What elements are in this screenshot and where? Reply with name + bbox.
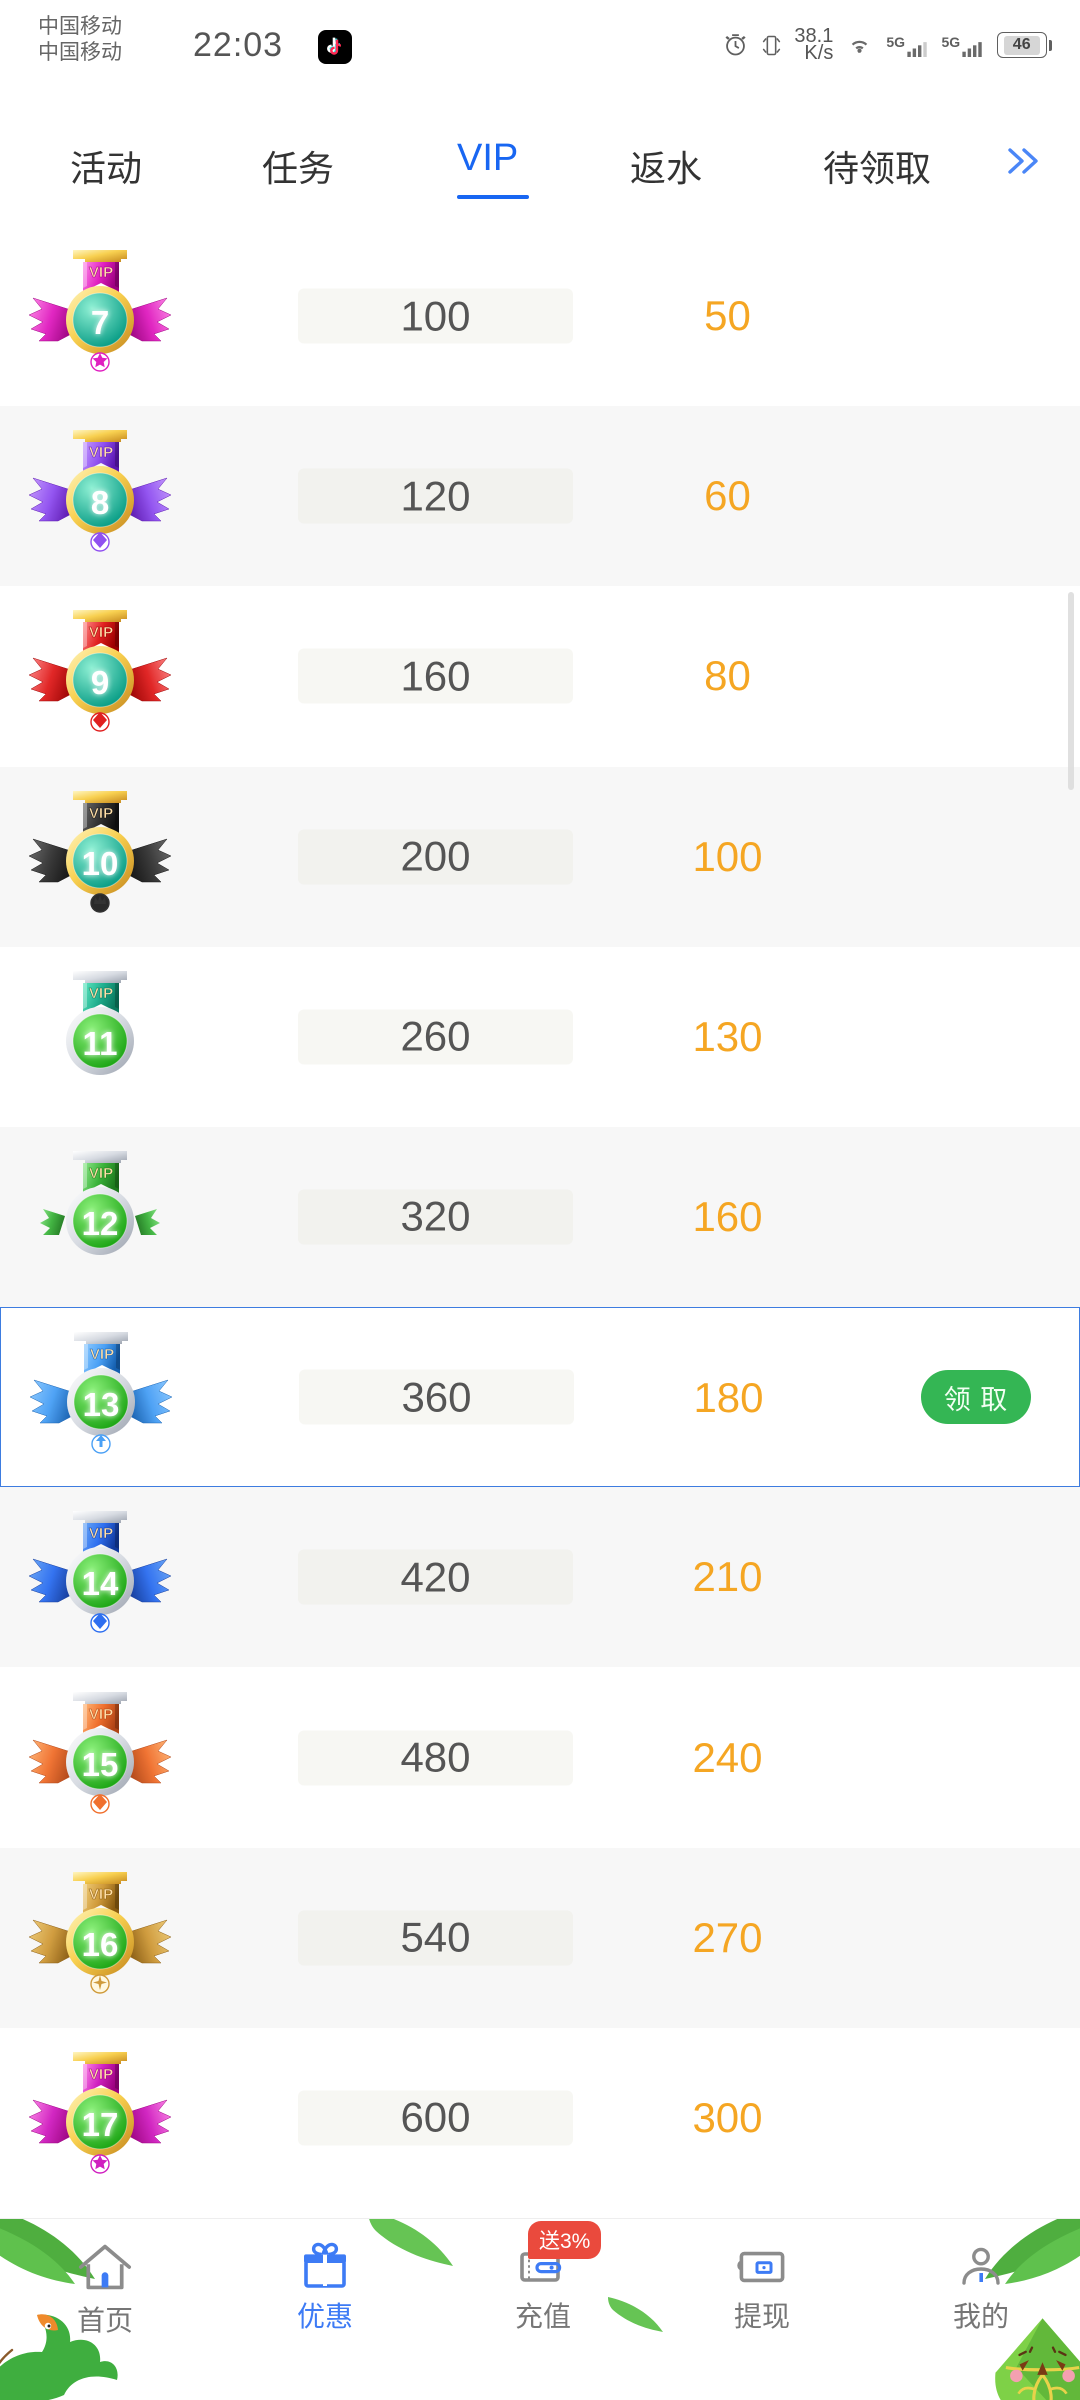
svg-text:VIP: VIP [89, 1165, 113, 1182]
svg-text:VIP: VIP [89, 985, 113, 1002]
svg-text:VIP: VIP [89, 444, 113, 461]
svg-text:VIP: VIP [89, 1886, 113, 1903]
svg-text:VIP: VIP [89, 624, 113, 641]
svg-text:VIP: VIP [90, 1346, 114, 1363]
svg-text:16: 16 [82, 1926, 119, 1963]
svg-text:15: 15 [82, 1746, 119, 1783]
svg-text:12: 12 [82, 1205, 119, 1242]
svg-text:13: 13 [83, 1386, 120, 1423]
svg-text:VIP: VIP [89, 2066, 113, 2083]
svg-text:17: 17 [82, 2106, 119, 2143]
svg-text:8: 8 [91, 484, 109, 521]
svg-text:VIP: VIP [89, 1706, 113, 1723]
svg-text:11: 11 [83, 1025, 118, 1062]
svg-text:9: 9 [91, 664, 109, 701]
svg-text:VIP: VIP [89, 805, 113, 822]
svg-text:7: 7 [91, 304, 109, 341]
svg-text:VIP: VIP [89, 1525, 113, 1542]
svg-text:10: 10 [82, 845, 119, 882]
svg-text:VIP: VIP [89, 264, 113, 281]
svg-text:14: 14 [82, 1565, 119, 1602]
